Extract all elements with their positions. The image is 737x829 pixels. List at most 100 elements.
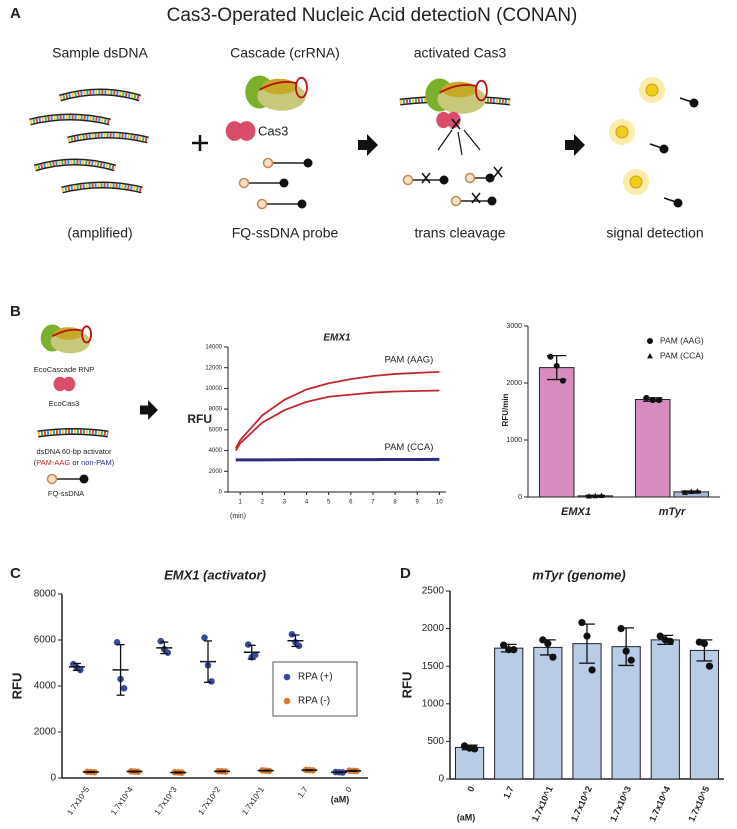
fluor — [645, 83, 659, 97]
dna-base — [61, 183, 143, 192]
note-part: ) — [112, 458, 115, 467]
x-tick-label: 0 — [344, 785, 354, 794]
legend-label: PAM (CCA) — [660, 350, 704, 360]
x-tick-label: mTyr — [659, 506, 686, 518]
data-point — [583, 632, 591, 640]
data-point — [500, 641, 508, 649]
y-tick-label: 8000 — [209, 407, 223, 413]
bar — [538, 367, 575, 498]
y-axis-label: RFU/min — [501, 393, 510, 426]
data-point — [295, 642, 303, 650]
x-axis-label: (aM) — [457, 812, 476, 822]
scissors — [471, 192, 481, 204]
panel-letter: B — [10, 303, 21, 320]
data-point — [700, 640, 709, 648]
data-point — [544, 640, 552, 648]
note-part: ( — [34, 458, 37, 467]
y-tick-label: 6000 — [209, 427, 223, 433]
component-label: dsDNA 60-bp activator — [36, 447, 112, 456]
data-point — [208, 678, 215, 685]
step-label: Cascade (crRNA) — [230, 45, 340, 61]
error-bar — [247, 644, 256, 660]
y-tick-label: 2000 — [422, 623, 445, 634]
error-bar — [204, 640, 212, 683]
error-bar — [218, 770, 226, 773]
dna-base — [59, 90, 141, 100]
data-point — [643, 394, 650, 401]
bar — [494, 647, 524, 780]
x-tick-label: EMX1 — [561, 506, 591, 518]
error-bar — [160, 641, 169, 655]
panel-letter: C — [10, 565, 21, 582]
legend-marker — [283, 697, 291, 705]
error-bar — [261, 769, 270, 772]
error-bar — [130, 770, 139, 773]
scissors — [451, 118, 461, 130]
x-tick-label: 3 — [283, 500, 287, 506]
y-tick-label: 1500 — [422, 661, 445, 672]
bar — [634, 399, 671, 498]
dna-base — [34, 160, 116, 170]
note-part: or — [70, 458, 81, 467]
x-tick-label: 2 — [261, 500, 265, 506]
x-axis-label: (aM) — [331, 794, 350, 804]
bar — [572, 643, 602, 780]
y-tick-label: 0 — [518, 494, 522, 501]
x-tick-label: 6 — [349, 500, 353, 506]
panel-title: Cas3-Operated Nucleic Acid detectioN (CO… — [167, 5, 578, 26]
bar — [689, 649, 720, 780]
scissors — [493, 166, 503, 178]
cas3-part — [62, 376, 76, 392]
legend-label: PAM (AAG) — [660, 335, 704, 345]
error-bar — [72, 662, 81, 672]
legend-label: RPA (+) — [298, 672, 333, 683]
data-point — [549, 653, 557, 661]
probe-fluor — [46, 473, 58, 485]
x-tick-label: 9 — [416, 500, 420, 506]
data-line — [234, 370, 440, 449]
probe-quencher — [659, 144, 669, 154]
probe-quencher — [279, 178, 289, 188]
data-point — [553, 362, 560, 369]
data-point — [547, 353, 554, 360]
panel-letter: D — [400, 565, 411, 582]
x-tick-label: 1.7 — [501, 785, 515, 801]
probe-fluor — [450, 195, 462, 207]
y-tick-label: 8000 — [34, 589, 57, 600]
error-bar — [86, 770, 95, 774]
data-point — [588, 666, 596, 674]
y-tick-label: 2500 — [422, 586, 445, 597]
process-arrow — [565, 134, 585, 156]
cas3-label: Cas3 — [258, 123, 288, 138]
probe-quencher — [689, 98, 699, 108]
y-tick-label: 500 — [427, 736, 444, 747]
y-tick-label: 10000 — [205, 386, 222, 392]
component-label: EcoCascade RNP — [34, 365, 94, 374]
y-axis-label: RFU — [9, 673, 24, 700]
arrow — [437, 129, 481, 156]
probe-quencher — [485, 173, 495, 183]
data-point — [201, 634, 208, 641]
error-bar — [174, 771, 183, 774]
legend-label: RPA (-) — [298, 696, 330, 707]
data-point — [682, 489, 689, 495]
data-point — [505, 646, 513, 654]
note-part: non-PAM — [81, 458, 112, 467]
data-point — [617, 625, 625, 633]
data-point — [649, 397, 656, 404]
panel-letter: A — [10, 5, 21, 22]
data-point — [251, 651, 259, 659]
cas3-part — [225, 121, 244, 141]
component-label: FQ-ssDNA — [48, 489, 84, 498]
y-tick-label: 1000 — [422, 698, 445, 709]
data-point — [539, 636, 547, 644]
data-point — [471, 745, 479, 753]
dna-base — [34, 160, 116, 170]
data-point — [694, 488, 701, 494]
probe-fluor — [464, 172, 476, 184]
step-label: activated Cas3 — [414, 45, 507, 61]
data-point — [510, 646, 518, 654]
y-tick-label: 4000 — [34, 681, 57, 692]
crrna-hairpin — [474, 79, 488, 102]
step-label: FQ-ssDNA probe — [232, 225, 339, 241]
